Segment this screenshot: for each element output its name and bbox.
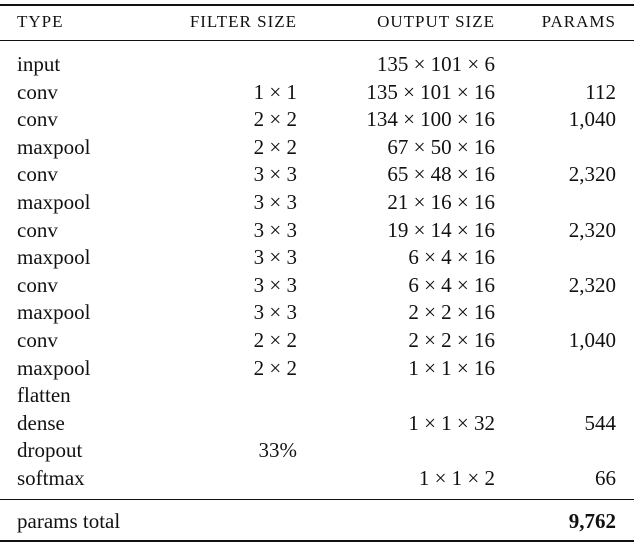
- table-cell: 2,320: [568, 162, 616, 187]
- table-cell: conv: [17, 217, 58, 242]
- table-cell: 33%: [258, 438, 298, 463]
- table-cell: flatten: [17, 383, 71, 408]
- table-cell: conv: [17, 79, 58, 104]
- table-cell: 3 × 3: [253, 190, 297, 214]
- table-cell: 135 × 101 × 16: [366, 79, 495, 104]
- table-cell: 2 × 2: [253, 328, 297, 352]
- table-cell: input: [17, 52, 61, 76]
- table-cell: 67 × 50 × 16: [387, 134, 495, 159]
- table-cell: 134 × 100 × 16: [366, 107, 495, 132]
- table-cell: 1,040: [568, 107, 616, 132]
- table-cell: 2 × 2 × 16: [408, 328, 495, 352]
- table-cell: 2,320: [568, 272, 616, 297]
- total-value: 9,762: [568, 509, 616, 533]
- bottom-rule: [0, 540, 634, 542]
- table-cell: conv: [17, 107, 58, 132]
- table-cell: 6 × 4 × 16: [408, 245, 495, 270]
- table-cell: 1 × 1 × 32: [408, 410, 495, 435]
- table-cell: 66: [595, 466, 616, 490]
- table-cell: 21 × 16 × 16: [387, 190, 495, 214]
- table-cell: 3 × 3: [253, 245, 297, 270]
- table-cell: 2 × 2: [253, 134, 297, 159]
- table-cell: 1 × 1: [253, 79, 297, 104]
- total-label: params total: [17, 509, 121, 533]
- header-cell: TYPE: [17, 12, 64, 31]
- top-rule: [0, 4, 634, 6]
- table-cell: softmax: [17, 466, 85, 490]
- total-rule: [0, 499, 634, 500]
- table-cell: 3 × 3: [253, 272, 297, 297]
- table-cell: dropout: [17, 438, 83, 463]
- table-cell: 135 × 101 × 6: [376, 52, 495, 76]
- header-cell: PARAMS: [541, 12, 616, 31]
- table-cell: 3 × 3: [253, 300, 297, 325]
- table-cell: 2 × 2: [253, 355, 297, 380]
- table-cell: 2 × 2: [253, 107, 297, 132]
- table-cell: 19 × 14 × 16: [387, 217, 495, 242]
- table-cell: 65 × 48 × 16: [387, 162, 495, 187]
- table-cell: 1 × 1 × 16: [408, 355, 495, 380]
- table-cell: maxpool: [17, 300, 91, 325]
- table-cell: maxpool: [17, 245, 91, 270]
- table-cell: conv: [17, 272, 58, 297]
- table-cell: 3 × 3: [253, 217, 297, 242]
- table-cell: conv: [17, 328, 58, 352]
- table-cell: conv: [17, 162, 58, 187]
- table-cell: 6 × 4 × 16: [408, 272, 495, 297]
- table-cell: 112: [585, 79, 616, 104]
- table-cell: maxpool: [17, 355, 91, 380]
- header-rule: [0, 40, 634, 41]
- table-cell: dense: [17, 410, 65, 435]
- table-cell: 2 × 2 × 16: [408, 300, 495, 325]
- header-cell: OUTPUT SIZE: [377, 12, 495, 31]
- table-cell: 1,040: [568, 328, 616, 352]
- table-cell: maxpool: [17, 134, 91, 159]
- table-cell: maxpool: [17, 190, 91, 214]
- table-cell: 1 × 1 × 2: [418, 466, 495, 490]
- header-cell: FILTER SIZE: [189, 12, 297, 31]
- table-cell: 3 × 3: [253, 162, 297, 187]
- table-cell: 2,320: [568, 217, 616, 242]
- table-cell: 544: [584, 410, 617, 435]
